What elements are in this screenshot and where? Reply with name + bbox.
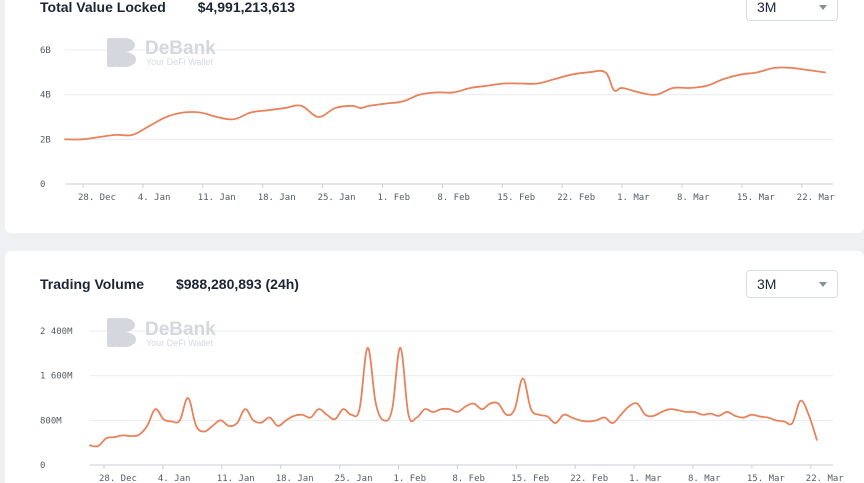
tvl-x-tick-label: 1. Mar: [617, 193, 650, 203]
watermark-tagline: Your DeFi Wallet: [146, 57, 213, 67]
tvl-y-tick-label: 6B: [40, 46, 51, 56]
volume-title: Trading Volume: [40, 276, 144, 292]
debank-logo-icon: [107, 318, 136, 347]
tvl-y-tick-label: 0: [40, 180, 45, 190]
volume-x-tick-label: 8. Mar: [688, 474, 721, 483]
tvl-chart: DeBank Your DeFi Wallet 0 2B 4B 6B 28. Dec 4.…: [40, 38, 836, 203]
tvl-x-tick-label: 22. Mar: [797, 193, 836, 203]
volume-value: $988,280,893 (24h): [175, 276, 299, 292]
tvl-card: DeBank Your DeFi Wallet 0 2B 4B 6B 28. Dec 4.…: [5, 0, 864, 233]
volume-range-value: 3M: [757, 276, 777, 292]
watermark-tagline: Your DeFi Wallet: [146, 338, 213, 348]
tvl-x-tick-label: 8. Mar: [677, 193, 710, 203]
tvl-x-tick-label: 28. Dec: [78, 193, 116, 203]
volume-card: DeBank Your DeFi Wallet 0 800M 1 600M 2 400…: [5, 251, 864, 483]
volume-x-tick-label: 11. Jan: [217, 474, 255, 483]
tvl-header: Total Value Locked $4,991,213,613 3M: [40, 0, 838, 22]
tvl-y-tick-label: 2B: [40, 135, 51, 145]
volume-x-tick-label: 15. Mar: [747, 474, 786, 483]
watermark-brand: DeBank: [145, 319, 216, 340]
watermark-brand: DeBank: [145, 38, 216, 59]
volume-y-tick-label: 0: [40, 461, 45, 471]
tvl-x-tick-label: 8. Feb: [437, 193, 470, 203]
tvl-range-select[interactable]: 3M: [746, 0, 838, 21]
volume-x-tick-label: 28. Dec: [99, 474, 137, 483]
volume-y-tick-label: 1 600M: [40, 372, 73, 382]
volume-x-tick-label: 25. Jan: [335, 474, 373, 483]
volume-series-line: [89, 346, 818, 448]
tvl-x-tick-label: 25. Jan: [318, 193, 356, 203]
volume-x-tick-label: 1. Mar: [629, 474, 662, 483]
volume-x-tick-label: 8. Feb: [452, 474, 485, 483]
volume-x-tick-label: 4. Jan: [158, 474, 191, 483]
volume-x-tick-label: 18. Jan: [276, 474, 314, 483]
volume-y-tick-label: 800M: [40, 416, 62, 426]
volume-x-tick-label: 15. Feb: [511, 474, 549, 483]
tvl-title: Total Value Locked: [40, 0, 166, 15]
tvl-x-tick-label: 1. Feb: [378, 193, 411, 203]
volume-x-tick-label: 22. Feb: [570, 474, 608, 483]
debank-watermark: DeBank Your DeFi Wallet: [107, 38, 216, 67]
tvl-value: $4,991,213,613: [197, 0, 296, 15]
volume-x-tick-label: 22. Mar: [806, 474, 845, 483]
debank-logo-icon: [107, 38, 136, 67]
tvl-x-tick-label: 11. Jan: [198, 193, 236, 203]
tvl-series-line: [64, 66, 826, 141]
volume-x-tick-label: 1. Feb: [394, 474, 427, 483]
volume-header: Trading Volume $988,280,893 (24h) 3M: [40, 269, 838, 299]
volume-range-select[interactable]: 3M: [746, 270, 838, 298]
tvl-y-tick-label: 4B: [40, 91, 51, 101]
tvl-x-tick-label: 15. Feb: [497, 193, 535, 203]
volume-y-tick-label: 2 400M: [40, 327, 73, 337]
chevron-down-icon: [819, 4, 827, 10]
debank-watermark: DeBank Your DeFi Wallet: [107, 318, 216, 348]
tvl-x-tick-label: 22. Feb: [557, 193, 595, 203]
tvl-x-tick-label: 4. Jan: [138, 193, 171, 203]
chevron-down-icon: [819, 281, 827, 287]
tvl-x-tick-label: 15. Mar: [737, 193, 776, 203]
tvl-range-value: 3M: [757, 0, 777, 15]
volume-chart: DeBank Your DeFi Wallet 0 800M 1 600M 2 400…: [40, 318, 845, 483]
tvl-x-tick-label: 18. Jan: [258, 193, 296, 203]
